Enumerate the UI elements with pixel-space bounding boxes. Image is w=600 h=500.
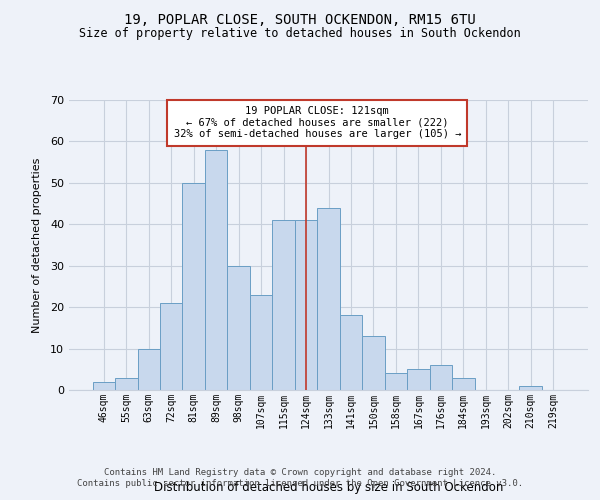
Bar xyxy=(407,370,430,390)
Bar xyxy=(430,365,452,390)
Text: 19, POPLAR CLOSE, SOUTH OCKENDON, RM15 6TU: 19, POPLAR CLOSE, SOUTH OCKENDON, RM15 6… xyxy=(124,12,476,26)
Bar xyxy=(272,220,295,390)
Bar xyxy=(362,336,385,390)
Bar xyxy=(452,378,475,390)
X-axis label: Distribution of detached houses by size in South Ockendon: Distribution of detached houses by size … xyxy=(154,481,503,494)
Bar xyxy=(340,316,362,390)
Bar xyxy=(205,150,227,390)
Bar xyxy=(137,348,160,390)
Bar xyxy=(295,220,317,390)
Bar xyxy=(317,208,340,390)
Bar xyxy=(115,378,137,390)
Bar xyxy=(227,266,250,390)
Bar xyxy=(385,374,407,390)
Text: Size of property relative to detached houses in South Ockendon: Size of property relative to detached ho… xyxy=(79,28,521,40)
Bar xyxy=(520,386,542,390)
Y-axis label: Number of detached properties: Number of detached properties xyxy=(32,158,41,332)
Bar xyxy=(250,294,272,390)
Text: 19 POPLAR CLOSE: 121sqm
← 67% of detached houses are smaller (222)
32% of semi-d: 19 POPLAR CLOSE: 121sqm ← 67% of detache… xyxy=(173,106,461,140)
Bar xyxy=(182,183,205,390)
Bar xyxy=(160,303,182,390)
Bar xyxy=(92,382,115,390)
Text: Contains HM Land Registry data © Crown copyright and database right 2024.
Contai: Contains HM Land Registry data © Crown c… xyxy=(77,468,523,487)
